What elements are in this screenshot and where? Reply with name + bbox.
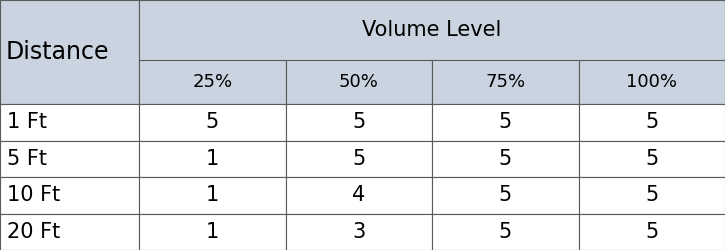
Bar — [579, 60, 725, 104]
Bar — [0, 177, 139, 214]
Bar — [432, 104, 579, 141]
Bar — [286, 104, 432, 141]
Bar — [139, 0, 725, 60]
Bar — [579, 214, 725, 250]
Text: 75%: 75% — [485, 74, 526, 91]
Bar — [139, 214, 286, 250]
Bar — [139, 177, 286, 214]
Text: 5: 5 — [499, 112, 512, 132]
Bar — [139, 60, 286, 104]
Bar — [0, 214, 139, 250]
Text: 3: 3 — [352, 222, 365, 242]
Bar — [432, 177, 579, 214]
Text: 5: 5 — [499, 149, 512, 169]
Bar — [139, 141, 286, 177]
Text: 25%: 25% — [192, 74, 233, 91]
Text: 5 Ft: 5 Ft — [7, 149, 47, 169]
Text: 5: 5 — [645, 222, 658, 242]
Bar — [579, 104, 725, 141]
Text: 100%: 100% — [626, 74, 677, 91]
Text: 5: 5 — [206, 112, 219, 132]
Bar — [0, 141, 139, 177]
Text: 5: 5 — [645, 149, 658, 169]
Bar — [139, 104, 286, 141]
Bar — [286, 141, 432, 177]
Text: 1: 1 — [206, 222, 219, 242]
Bar — [0, 104, 139, 141]
Text: 5: 5 — [352, 149, 365, 169]
Bar — [432, 141, 579, 177]
Bar — [286, 177, 432, 214]
Text: 5: 5 — [499, 222, 512, 242]
Text: Volume Level: Volume Level — [362, 20, 502, 40]
Text: 50%: 50% — [339, 74, 378, 91]
Bar — [286, 214, 432, 250]
Bar — [0, 0, 139, 104]
Text: 10 Ft: 10 Ft — [7, 185, 60, 205]
Text: 20 Ft: 20 Ft — [7, 222, 60, 242]
Text: Distance: Distance — [6, 40, 109, 64]
Bar — [432, 60, 579, 104]
Text: 1 Ft: 1 Ft — [7, 112, 47, 132]
Text: 5: 5 — [352, 112, 365, 132]
Text: 5: 5 — [645, 185, 658, 205]
Bar — [432, 214, 579, 250]
Text: 5: 5 — [645, 112, 658, 132]
Text: 4: 4 — [352, 185, 365, 205]
Text: 1: 1 — [206, 185, 219, 205]
Text: 1: 1 — [206, 149, 219, 169]
Bar — [286, 60, 432, 104]
Text: 5: 5 — [499, 185, 512, 205]
Bar — [579, 177, 725, 214]
Bar — [579, 141, 725, 177]
